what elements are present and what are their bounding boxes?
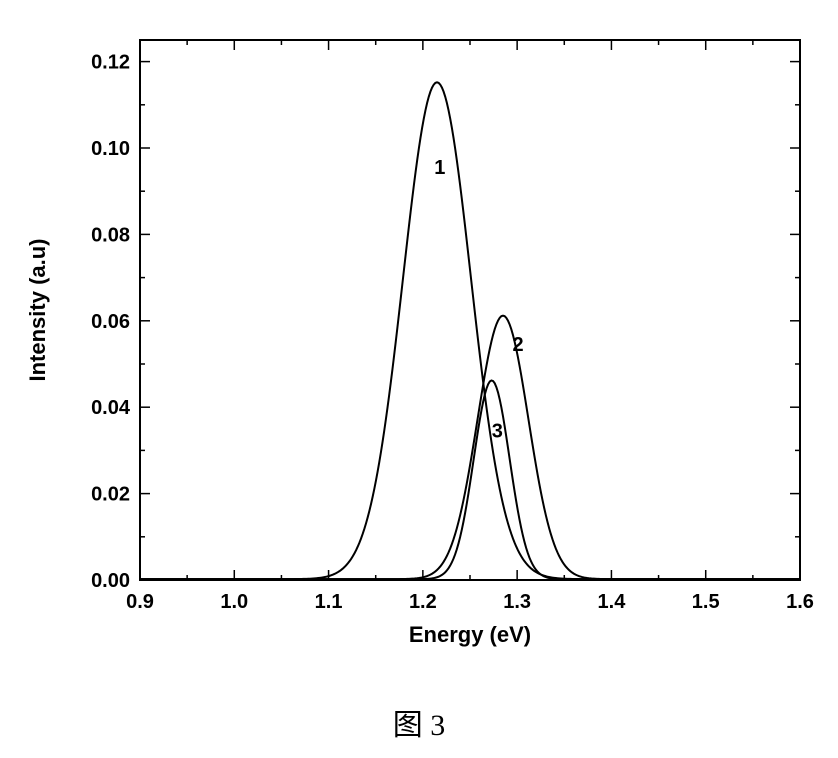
y-tick-label: 0.02 [91, 484, 130, 506]
x-tick-label: 1.1 [315, 591, 343, 613]
y-axis-label: Intensity (a.u) [25, 238, 50, 381]
figure-caption: 图 3 [0, 700, 838, 744]
figure-root: 0.9 1.0 1.1 1.2 1.3 1.4 1.5 1.6 Energy (eV) 0.00 0… [0, 0, 838, 758]
series-label-3: 3 [492, 420, 503, 442]
x-tick-label: 0.9 [126, 591, 154, 613]
x-tick-label: 1.5 [692, 591, 720, 613]
y-tick-label: 0.06 [91, 311, 130, 333]
intensity-energy-chart: 0.9 1.0 1.1 1.2 1.3 1.4 1.5 1.6 Energy (eV) 0.00 0… [0, 0, 838, 758]
series-label-2: 2 [513, 334, 524, 356]
plot-area [140, 40, 800, 580]
x-tick-label: 1.2 [409, 591, 437, 613]
y-tick-label: 0.08 [91, 224, 130, 246]
y-tick-label: 0.12 [91, 52, 130, 74]
x-tick-label: 1.0 [220, 591, 248, 613]
x-tick-label: 1.6 [786, 591, 814, 613]
x-tick-label: 1.3 [503, 591, 531, 613]
series-label-1: 1 [434, 157, 445, 179]
x-tick-label: 1.4 [598, 591, 627, 613]
y-tick-label: 0.10 [91, 138, 130, 160]
x-axis-label: Energy (eV) [409, 622, 531, 647]
y-tick-label: 0.00 [91, 570, 130, 592]
y-tick-label: 0.04 [91, 397, 131, 419]
